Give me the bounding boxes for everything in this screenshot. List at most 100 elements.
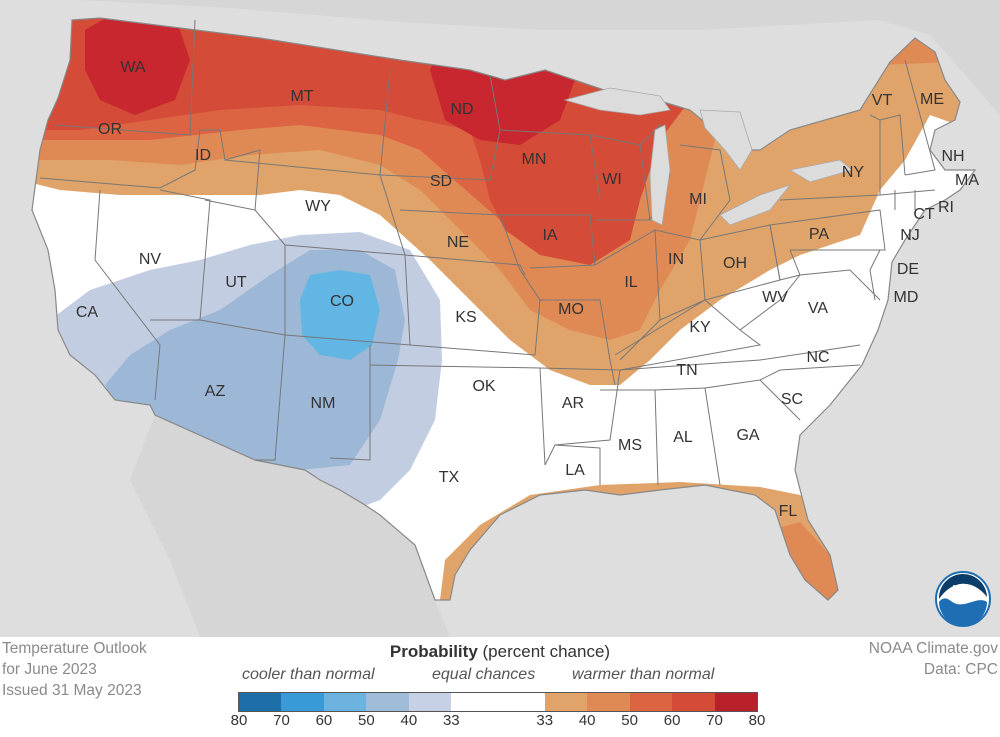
legend-title-rest: (percent chance) <box>477 642 611 661</box>
caption-line-2: for June 2023 <box>2 661 97 678</box>
great-lakes <box>563 87 853 226</box>
legend-warm-seg-3 <box>672 693 716 711</box>
noaa-logo-wave <box>939 598 987 626</box>
noaa-logo: NOAA <box>935 571 991 627</box>
state-label-mt: MT <box>290 88 313 105</box>
legend-warm-seg-4 <box>714 693 758 711</box>
state-label-in: IN <box>668 251 684 268</box>
state-labels: WA OR CA NV ID MT WY UT AZ CO NM ND SD NE KS OK TX MN IA MO… <box>76 59 979 520</box>
map-credit: NOAA Climate.gov Data: CPC <box>869 638 998 680</box>
legend-cool-seg-2 <box>323 693 367 711</box>
legend-tick-1: 70 <box>273 712 290 729</box>
state-label-nd: ND <box>450 101 473 118</box>
legend-cool-seg-1 <box>281 693 325 711</box>
legend-cool-seg-4 <box>408 693 452 711</box>
ia-border <box>500 214 596 269</box>
state-label-md: MD <box>894 289 919 306</box>
state-label-ut: UT <box>225 274 247 291</box>
nh-me-border <box>904 59 936 176</box>
state-label-de: DE <box>897 261 919 278</box>
ny-border <box>779 114 881 201</box>
lake-huron <box>699 109 753 171</box>
state-label-tn: TN <box>676 362 697 379</box>
state-label-or: OR <box>98 121 122 138</box>
pa-border <box>769 209 886 251</box>
state-label-ny: NY <box>842 164 865 181</box>
legend-tick-4: 40 <box>400 712 418 729</box>
mexico-landmass <box>130 415 450 637</box>
state-label-ks: KS <box>455 309 476 326</box>
state-label-mo: MO <box>558 301 584 318</box>
legend-warm-seg-1 <box>587 693 631 711</box>
state-label-nj: NJ <box>900 227 920 244</box>
state-label-al: AL <box>673 429 693 446</box>
state-label-va: VA <box>808 300 828 317</box>
nd-sd-border <box>379 74 501 181</box>
or-border <box>39 129 201 189</box>
state-label-ok: OK <box>472 378 495 395</box>
ma-border <box>879 189 936 196</box>
state-label-nv: NV <box>139 251 162 268</box>
mi-lower-border <box>679 144 731 241</box>
legend-tick-3: 50 <box>358 712 375 729</box>
wi-border <box>589 134 651 221</box>
state-label-mi: MI <box>689 191 707 208</box>
state-label-co: CO <box>330 293 354 310</box>
state-label-vt: VT <box>872 92 893 109</box>
state-label-sd: SD <box>430 173 452 190</box>
legend-tick-7: 40 <box>578 712 596 729</box>
mo-border <box>540 299 616 386</box>
legend-warm-seg-2 <box>629 693 673 711</box>
de-md-border <box>869 249 881 301</box>
id-border <box>200 129 261 211</box>
legend-title: Probability (percent chance) <box>0 642 1000 662</box>
state-label-ma: MA <box>955 172 979 189</box>
state-label-ca: CA <box>76 304 99 321</box>
legend-tick-9: 60 <box>663 712 681 729</box>
state-label-ri: RI <box>938 199 954 216</box>
legend-warmer-label: warmer than normal <box>572 666 715 683</box>
nm-tx-border <box>329 345 371 461</box>
legend-tick-2: 60 <box>315 712 333 729</box>
warm-70-washington <box>85 18 190 115</box>
legend-cool-seg-3 <box>366 693 410 711</box>
tn-border <box>619 344 861 371</box>
vt-nh-border <box>879 114 906 176</box>
state-label-fl: FL <box>779 503 798 520</box>
legend-cooler-label: cooler than normal <box>242 666 375 683</box>
ne-ks-border <box>404 254 526 276</box>
legend-tick-0: 80 <box>230 712 248 729</box>
state-label-pa: PA <box>809 226 829 243</box>
noaa-logo-text: NOAA <box>953 585 974 592</box>
state-label-id: ID <box>195 147 211 164</box>
legend-color-bar <box>238 692 758 712</box>
noaa-logo-sky <box>938 573 987 599</box>
legend-tick-5: 33 <box>442 712 460 729</box>
legend-tick-6: 33 <box>536 712 554 729</box>
credit-line-1: NOAA Climate.gov <box>868 640 998 657</box>
state-label-ia: IA <box>542 227 557 244</box>
state-label-ct: CT <box>913 206 935 223</box>
caption-line-3: Issued 31 May 2023 <box>2 682 142 699</box>
state-label-ky: KY <box>689 319 711 336</box>
state-label-sc: SC <box>781 391 803 408</box>
state-label-me: ME <box>920 91 944 108</box>
az-nm-border <box>255 334 286 461</box>
legend-tick-11: 80 <box>748 712 766 729</box>
legend-equal-seg <box>451 693 546 711</box>
state-label-nm: NM <box>311 395 336 412</box>
lake-ontario <box>788 159 853 183</box>
in-border <box>654 229 706 321</box>
legend-cool-seg-0 <box>239 693 282 711</box>
lake-superior <box>563 87 671 116</box>
state-label-il: IL <box>624 274 637 291</box>
state-label-nh: NH <box>941 148 964 165</box>
wy-border <box>254 174 406 256</box>
state-label-wi: WI <box>602 171 622 188</box>
ar-border <box>539 367 621 466</box>
map-caption: Temperature Outlook for June 2023 Issued… <box>2 638 147 701</box>
legend-tick-10: 70 <box>706 712 723 729</box>
credit-line-2: Data: CPC <box>923 661 998 678</box>
state-label-ne: NE <box>447 234 469 251</box>
